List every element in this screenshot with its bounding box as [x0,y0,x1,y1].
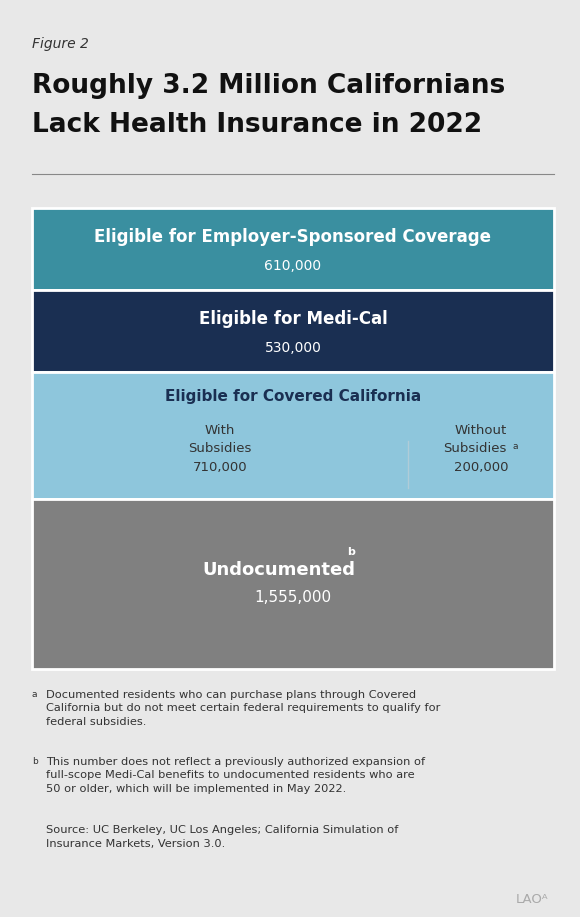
Text: Without: Without [455,424,507,437]
Text: a: a [32,690,37,699]
Text: a: a [513,442,518,451]
Text: With: With [205,424,235,437]
Text: Lack Health Insurance in 2022: Lack Health Insurance in 2022 [32,112,482,138]
Text: LAOᴬ: LAOᴬ [516,893,548,906]
Text: Eligible for Medi-Cal: Eligible for Medi-Cal [198,311,387,328]
FancyBboxPatch shape [32,499,554,669]
Text: Documented residents who can purchase plans through Covered
California but do no: Documented residents who can purchase pl… [46,690,441,727]
Text: 1,555,000: 1,555,000 [255,591,331,605]
Text: Subsidies: Subsidies [443,442,507,456]
Text: 610,000: 610,000 [264,259,321,272]
Text: 710,000: 710,000 [193,460,247,474]
Text: 530,000: 530,000 [264,341,321,355]
Text: b: b [32,757,38,766]
FancyBboxPatch shape [32,208,554,291]
Text: Undocumented: Undocumented [202,561,355,580]
Text: Figure 2: Figure 2 [32,37,89,50]
FancyBboxPatch shape [32,291,554,372]
FancyBboxPatch shape [32,372,554,499]
Text: Roughly 3.2 Million Californians: Roughly 3.2 Million Californians [32,73,505,99]
Text: b: b [347,547,355,557]
Text: Subsidies: Subsidies [188,442,252,456]
Text: Source: UC Berkeley, UC Los Angeles; California Simulation of
Insurance Markets,: Source: UC Berkeley, UC Los Angeles; Cal… [46,825,399,849]
Text: 200,000: 200,000 [454,460,508,474]
Text: Eligible for Covered California: Eligible for Covered California [165,389,421,404]
Text: Eligible for Employer-Sponsored Coverage: Eligible for Employer-Sponsored Coverage [95,228,491,247]
Text: This number does not reflect a previously authorized expansion of
full-scope Med: This number does not reflect a previousl… [46,757,426,794]
